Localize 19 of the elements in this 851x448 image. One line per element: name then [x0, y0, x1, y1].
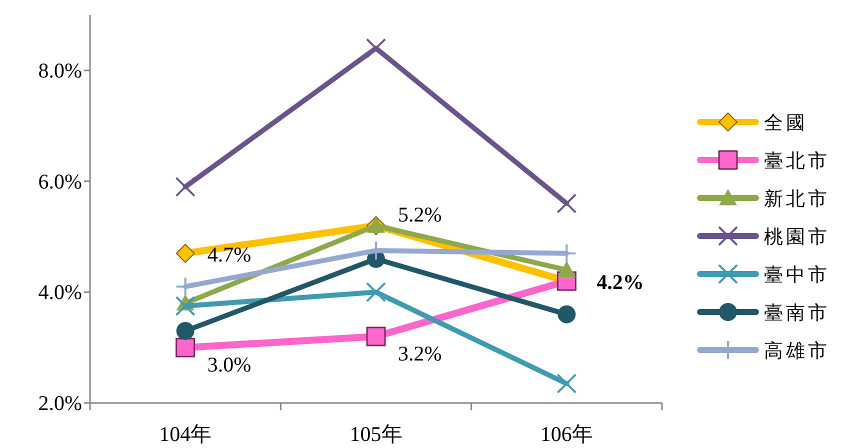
y-tick-label: 4.0% — [38, 280, 82, 304]
legend-label: 全國 — [764, 113, 808, 134]
x-tick-label: 106年 — [540, 422, 593, 446]
data-label: 3.0% — [207, 352, 252, 377]
data-label: 3.2% — [398, 341, 442, 366]
legend-label: 臺北市 — [764, 150, 830, 172]
legend-label: 臺南市 — [764, 302, 830, 324]
y-tick-label: 6.0% — [38, 169, 82, 194]
legend-label: 臺中市 — [764, 264, 830, 286]
x-tick-label: 105年 — [350, 422, 402, 446]
data-label: 5.2% — [398, 202, 442, 227]
y-tick-label: 8.0% — [38, 58, 82, 82]
legend-label: 高雄市 — [764, 340, 830, 362]
x-tick-label: 104年 — [159, 422, 212, 446]
y-tick-label: 2.0% — [38, 391, 82, 415]
legend-label: 桃園市 — [764, 226, 830, 248]
data-label: 4.7% — [207, 242, 252, 266]
data-label: 4.2% — [596, 270, 644, 294]
legend-label: 新北市 — [764, 188, 830, 210]
